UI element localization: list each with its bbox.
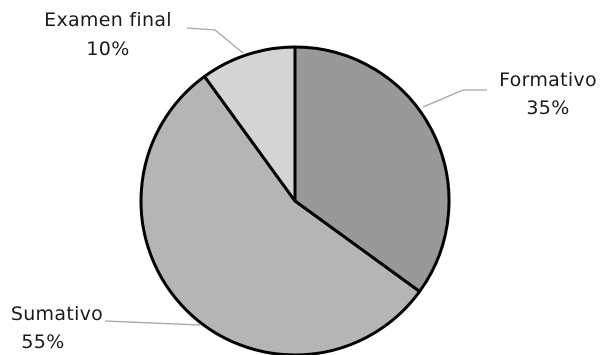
slice-label-sumativo: Sumativo <box>11 303 103 325</box>
leader-line-examen-final <box>186 27 244 54</box>
pie-slice-formativo <box>293 45 451 294</box>
pie-slice-sumativo <box>139 74 422 355</box>
pie-slice-examen-final <box>202 45 297 203</box>
leader-line-sumativo <box>104 320 201 326</box>
slice-value-sumativo: 55% <box>21 331 64 353</box>
pie-slices <box>139 45 451 355</box>
slice-value-examen-final: 10% <box>86 38 129 60</box>
slice-label-examen-final: Examen final <box>44 9 172 31</box>
leader-lines <box>104 27 487 326</box>
slice-value-formativo: 35% <box>526 97 569 119</box>
leader-line-formativo <box>422 89 487 108</box>
slice-labels: Formativo 35% Sumativo 55% Examen final … <box>11 9 597 353</box>
slice-label-formativo: Formativo <box>499 69 597 91</box>
